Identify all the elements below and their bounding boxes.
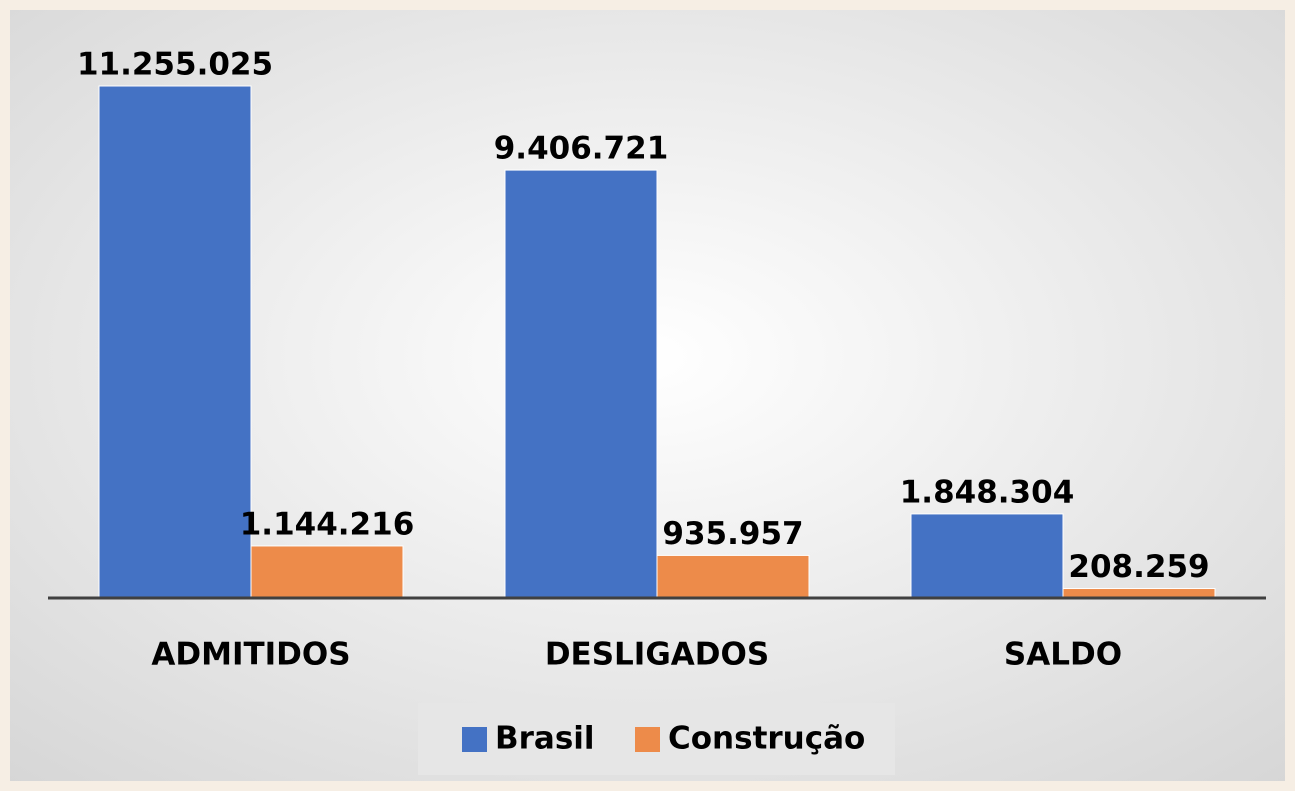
legend-label: Brasil bbox=[495, 721, 595, 757]
x-tick-label: SALDO bbox=[1004, 637, 1122, 673]
bar bbox=[910, 513, 1064, 599]
value-label: 208.259 bbox=[1068, 549, 1209, 585]
legend-swatch bbox=[462, 727, 487, 752]
x-tick-label: ADMITIDOS bbox=[151, 637, 350, 673]
value-label: 935.957 bbox=[662, 516, 803, 552]
value-label: 11.255.025 bbox=[77, 47, 273, 83]
value-label: 1.848.304 bbox=[900, 474, 1075, 510]
bar bbox=[98, 85, 252, 599]
bar bbox=[250, 545, 404, 599]
value-label: 9.406.721 bbox=[494, 131, 669, 167]
x-tick-label: DESLIGADOS bbox=[545, 637, 769, 673]
bar bbox=[504, 169, 658, 599]
legend-label: Construção bbox=[668, 721, 865, 757]
bar bbox=[656, 554, 810, 599]
legend-swatch bbox=[635, 727, 660, 752]
value-label: 1.144.216 bbox=[240, 506, 415, 542]
